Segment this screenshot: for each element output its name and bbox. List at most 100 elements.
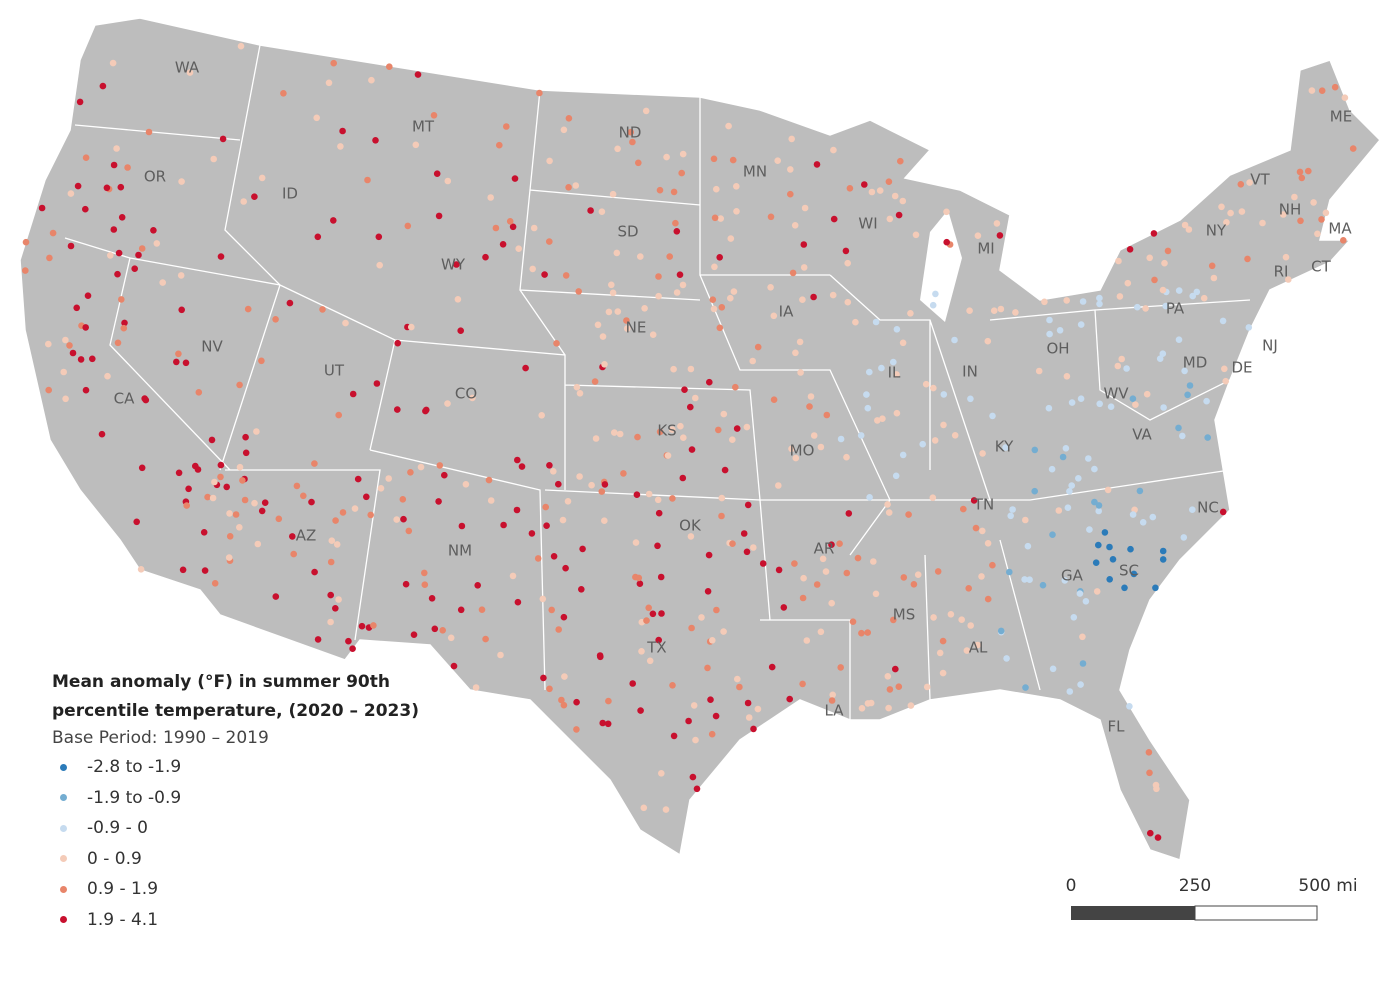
station-dot bbox=[82, 154, 90, 161]
station-dot bbox=[721, 466, 729, 474]
station-dot bbox=[715, 426, 722, 434]
station-dot bbox=[829, 691, 836, 699]
station-dot bbox=[386, 63, 393, 70]
legend-item: 0.9 - 1.9 bbox=[52, 874, 432, 905]
station-dot bbox=[121, 319, 128, 327]
state-label: DE bbox=[1231, 359, 1252, 377]
station-dot bbox=[978, 573, 985, 580]
station-dot bbox=[1185, 226, 1193, 233]
station-dot bbox=[354, 475, 362, 483]
station-dot bbox=[159, 279, 166, 286]
station-dot bbox=[892, 665, 899, 673]
station-dot bbox=[408, 323, 415, 331]
station-dot bbox=[1132, 401, 1139, 409]
station-dot bbox=[431, 625, 439, 633]
station-dot bbox=[1291, 193, 1298, 201]
station-dot bbox=[720, 628, 727, 635]
station-dot bbox=[421, 581, 429, 588]
station-dot bbox=[637, 707, 644, 714]
station-dot bbox=[806, 403, 813, 410]
station-dot bbox=[775, 566, 783, 574]
station-dot bbox=[1049, 665, 1057, 673]
station-dot bbox=[394, 406, 401, 413]
station-dot bbox=[780, 604, 788, 611]
station-dot bbox=[830, 146, 837, 154]
station-dot bbox=[1145, 749, 1153, 756]
station-dot bbox=[1056, 327, 1064, 334]
station-dot bbox=[605, 308, 613, 316]
station-dot bbox=[914, 571, 922, 578]
station-dot bbox=[345, 637, 352, 645]
station-dot bbox=[679, 150, 687, 158]
station-dot bbox=[623, 317, 630, 324]
station-dot bbox=[970, 497, 978, 504]
station-dot bbox=[599, 719, 606, 727]
station-dot bbox=[1106, 576, 1113, 583]
station-dot bbox=[153, 240, 161, 247]
station-dot bbox=[293, 482, 301, 490]
station-dot bbox=[421, 569, 428, 577]
station-dot bbox=[236, 524, 243, 531]
state-borders bbox=[64, 44, 1251, 720]
station-dot bbox=[1246, 179, 1253, 186]
station-dot bbox=[290, 550, 298, 558]
station-dot bbox=[866, 494, 873, 501]
station-dot bbox=[289, 533, 296, 540]
station-dot bbox=[1161, 259, 1168, 267]
station-dot bbox=[594, 321, 602, 329]
station-dot bbox=[110, 226, 118, 233]
station-dot bbox=[376, 261, 384, 269]
station-dot bbox=[943, 238, 950, 246]
legend-label: -1.9 to -0.9 bbox=[87, 787, 182, 808]
station-dot bbox=[678, 169, 685, 177]
station-dot bbox=[435, 498, 442, 505]
station-dot bbox=[1208, 262, 1216, 270]
station-dot bbox=[472, 684, 480, 691]
station-dot bbox=[1079, 660, 1087, 667]
station-dot bbox=[1219, 508, 1227, 516]
state-label: NC bbox=[1197, 499, 1219, 517]
station-dot bbox=[884, 673, 892, 680]
station-dot bbox=[509, 223, 517, 231]
station-dot bbox=[893, 326, 901, 333]
state-label: GA bbox=[1061, 567, 1084, 585]
station-dot bbox=[1026, 576, 1033, 583]
station-dot bbox=[1024, 542, 1032, 550]
station-dot bbox=[932, 290, 939, 298]
station-dot bbox=[251, 499, 258, 507]
station-dot bbox=[314, 636, 322, 643]
station-dot bbox=[553, 340, 560, 347]
station-dot bbox=[799, 296, 806, 304]
station-dot bbox=[561, 673, 568, 680]
station-dot bbox=[947, 611, 955, 618]
station-dot bbox=[895, 683, 903, 690]
station-dot bbox=[710, 155, 718, 163]
station-dot bbox=[868, 188, 876, 196]
station-dot bbox=[710, 305, 718, 313]
station-dot bbox=[394, 339, 402, 347]
station-dot bbox=[1308, 87, 1316, 94]
station-dot bbox=[1189, 292, 1196, 300]
station-dot bbox=[1022, 684, 1029, 691]
station-dot bbox=[1322, 209, 1330, 217]
station-dot bbox=[45, 386, 52, 394]
station-dot bbox=[1063, 373, 1071, 380]
station-dot bbox=[669, 682, 676, 689]
station-dot bbox=[733, 183, 740, 190]
station-dot bbox=[185, 485, 192, 493]
station-dot bbox=[843, 453, 850, 461]
station-dot bbox=[807, 393, 815, 400]
station-dot bbox=[852, 318, 859, 326]
state-label: IL bbox=[888, 364, 901, 382]
station-dot bbox=[138, 464, 146, 472]
state-label: IA bbox=[779, 303, 794, 321]
station-dot bbox=[349, 390, 357, 398]
station-dot bbox=[800, 574, 807, 582]
station-dot bbox=[656, 186, 664, 194]
station-dot bbox=[842, 247, 850, 255]
station-dot bbox=[844, 259, 851, 267]
station-dot bbox=[1063, 297, 1070, 304]
station-dot bbox=[66, 342, 73, 349]
station-dot bbox=[118, 214, 126, 221]
station-dot bbox=[614, 308, 622, 315]
